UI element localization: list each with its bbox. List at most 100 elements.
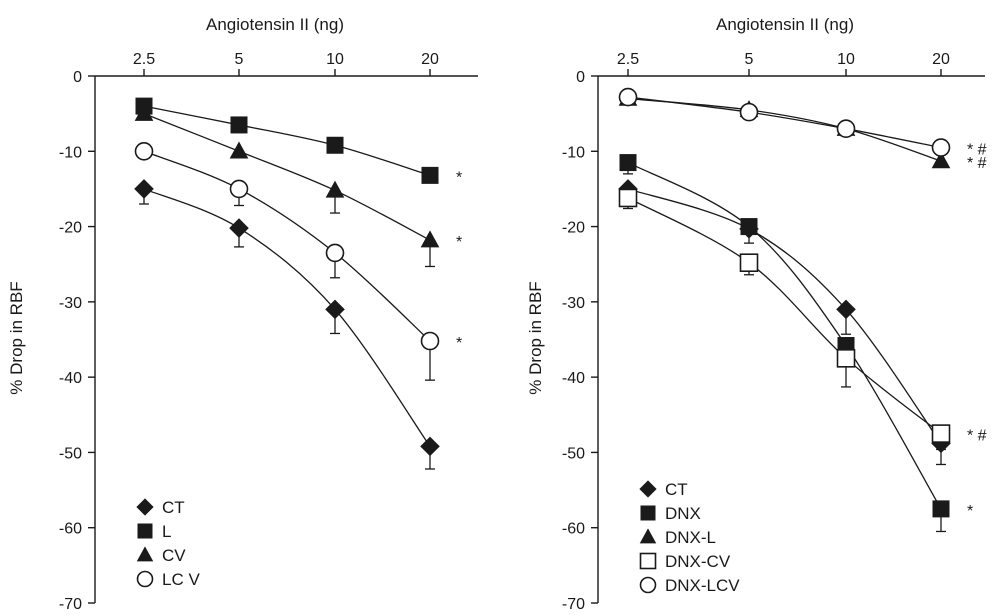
y-tick-label: -10 (562, 144, 585, 161)
left-panel: Angiotensin II (ng) % Drop in RBF 0 -10 -2… (7, 15, 478, 611)
x-tick-label: 5 (745, 51, 754, 68)
legend-marker (138, 524, 153, 539)
data-point (230, 142, 249, 159)
data-point (620, 189, 637, 206)
series-dnx-lcv: * # (620, 89, 987, 159)
series-dnx-l: * # (619, 89, 987, 172)
series-lc-v: * (136, 143, 463, 380)
legend-marker (137, 546, 154, 561)
legend-marker (639, 480, 656, 497)
data-point (420, 437, 440, 457)
legend-label: LC V (162, 570, 200, 589)
legend-label: CV (162, 546, 186, 565)
data-point (231, 180, 248, 197)
data-point (933, 139, 950, 156)
y-tick-label: -10 (59, 144, 82, 161)
data-point (326, 181, 345, 198)
significance-label: * (456, 169, 462, 186)
x-tick-label: 5 (235, 51, 244, 68)
y-tick-label: -60 (562, 521, 585, 538)
x-axis-title: Angiotensin II (ng) (206, 15, 344, 34)
y-tick-label: -30 (59, 295, 82, 312)
y-axis-title: % Drop in RBF (7, 281, 26, 394)
series-line (144, 114, 430, 240)
significance-label: * (967, 503, 973, 520)
series-line (144, 106, 430, 175)
legend-item: DNX-LCV (641, 576, 741, 595)
y-tick-label: -30 (562, 295, 585, 312)
series-line (628, 198, 941, 434)
series-layer: ** #* #* # (618, 89, 986, 532)
y-tick-label: 0 (576, 69, 585, 86)
data-point (134, 179, 154, 199)
legend-label: CT (665, 480, 688, 499)
x-tick-label: 10 (837, 51, 855, 68)
right-panel: Angiotensin II (ng) % Drop in RBF 0 -10 -2… (526, 15, 987, 611)
series-line (144, 189, 430, 446)
data-point (741, 104, 758, 121)
legend-marker (138, 572, 153, 587)
legend-marker (136, 498, 153, 515)
data-point (838, 120, 855, 137)
data-point (741, 254, 758, 271)
legend-label: DNX-LCV (665, 576, 740, 595)
axes: 0-10-20-30-40-50-60-702.551020 (59, 51, 478, 611)
y-tick-label: -70 (59, 596, 82, 611)
data-point (620, 89, 637, 106)
series-line (144, 151, 430, 341)
data-point (933, 425, 950, 442)
series-l: * (136, 98, 463, 187)
legend-marker (641, 554, 656, 569)
legend-item: CT (136, 498, 184, 517)
significance-label: * # (967, 428, 987, 445)
data-point (422, 333, 439, 350)
data-point (229, 218, 249, 238)
y-tick-label: -70 (562, 596, 585, 611)
y-tick-label: -50 (59, 445, 82, 462)
data-point (327, 244, 344, 261)
significance-label: * (456, 234, 462, 251)
legend-label: DNX (665, 504, 701, 523)
data-point (838, 350, 855, 367)
y-tick-label: -20 (59, 220, 82, 237)
data-point (422, 167, 439, 184)
legend-item: CV (137, 546, 187, 565)
y-tick-label: -50 (562, 445, 585, 462)
data-point (741, 218, 758, 235)
data-point (620, 154, 637, 171)
series-line (628, 189, 941, 443)
significance-label: * (456, 335, 462, 352)
series-dnx: * (620, 154, 974, 531)
data-point (421, 230, 440, 247)
y-tick-label: -20 (562, 220, 585, 237)
legend-marker (640, 528, 657, 543)
data-point (933, 500, 950, 517)
y-tick-label: 0 (73, 69, 82, 86)
legend-marker (641, 578, 656, 593)
legend-item: L (138, 522, 172, 541)
significance-label: * # (967, 142, 987, 159)
series-layer: * * * (134, 98, 462, 469)
series-line (628, 97, 941, 147)
legend-item: LC V (138, 570, 201, 589)
data-point (327, 137, 344, 154)
legend: CT DNX DNX-L DNX-CV DNX-LCV (639, 480, 740, 595)
legend-item: DNX (641, 504, 701, 523)
x-tick-label: 20 (932, 51, 950, 68)
x-tick-label: 2.5 (133, 51, 155, 68)
legend-label: CT (162, 498, 185, 517)
data-point (231, 116, 248, 133)
legend: CT L CV LC V (136, 498, 200, 589)
x-tick-label: 10 (326, 51, 344, 68)
legend-item: CT (639, 480, 687, 499)
series-line (628, 99, 941, 161)
x-axis-title: Angiotensin II (ng) (716, 15, 854, 34)
legend-item: DNX-CV (641, 552, 731, 571)
y-tick-label: -60 (59, 521, 82, 538)
legend-item: DNX-L (640, 528, 716, 547)
series-cv: * (135, 104, 463, 267)
series-ct (134, 179, 440, 469)
y-axis-title: % Drop in RBF (526, 281, 545, 394)
